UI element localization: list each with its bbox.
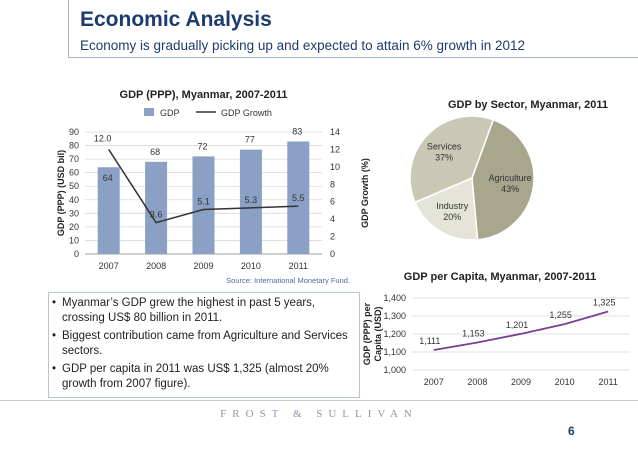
y-tick-label: 1,000 [383,365,406,375]
brand-logo-text: FROST & SULLIVAN [220,408,418,420]
bar-value-label: 77 [245,135,255,145]
page-number: 6 [568,424,575,438]
per-capita-value-label: 1,255 [549,310,572,320]
per-capita-line [433,310,609,351]
gdp-per-capita-chart: GDP per Capita, Myanmar, 2007-2011 1,000 1… [362,271,630,387]
per-capita-value-label: 1,201 [506,320,529,330]
bar-value-label: 68 [150,147,160,157]
y-tick-label: 20 [69,222,79,232]
header-rule-left [68,0,69,57]
legend-label-gdp: GDP [160,108,180,118]
summary-box [48,292,360,398]
y-tick-label: 10 [69,235,79,245]
y2-tick-label: 14 [330,127,340,137]
per-capita-value-label: 1,153 [462,328,485,338]
y-tick-label: 1,100 [383,347,406,357]
header-rule [68,57,638,58]
y2-tick-label: 12 [330,144,340,154]
growth-value-label: 5.5 [292,193,305,203]
y2-tick-label: 0 [330,249,335,259]
x-tick-label: 2007 [424,377,444,387]
x-tick-label: 2011 [289,261,308,271]
pie-slice-services [409,115,495,204]
bullet-item: GDP per capita in 2011 was US$ 1,325 (al… [52,362,352,392]
x-tick-label: 2008 [467,377,487,387]
growth-value-label: 5.1 [197,197,210,207]
page-title: Economic Analysis [80,8,272,31]
y-tick-label: 1,400 [383,293,406,303]
growth-value-label: 5.3 [245,195,258,205]
pie-slice-name: Services [427,142,462,152]
page-subtitle: Economy is gradually picking up and expe… [80,38,526,53]
x-tick-label: 2010 [241,261,261,271]
x-tick-label: 2009 [193,261,213,271]
y-axis-title-line: Capita (USD) [373,306,383,361]
bar-gdp [97,167,120,254]
bar-gdp [287,141,310,254]
pie-slice-name: Industry [436,201,469,211]
x-tick-label: 2011 [599,377,618,387]
y-tick-label: 60 [69,168,79,178]
bullet-item: Myanmar’s GDP grew the highest in past 5… [52,296,352,326]
legend-label-growth: GDP Growth [221,108,272,118]
chart-title: GDP by Sector, Myanmar, 2011 [448,99,608,111]
y-tick-label: 1,200 [383,329,406,339]
y2-tick-label: 8 [330,179,335,189]
per-capita-value-label: 1,325 [593,298,616,308]
bar-gdp [239,149,262,254]
y-axis-title: GDP (PPP) perCapita (USD) [362,302,383,365]
legend-swatch-gdp [144,108,154,116]
growth-value-label: 3.6 [150,210,163,220]
gdp-ppp-chart: GDP (PPP), Myanmar, 2007-2011 GDP GDP Grow… [56,89,370,285]
pie-slice-percent: 43% [501,184,519,194]
chart-title: GDP (PPP), Myanmar, 2007-2011 [120,89,288,101]
source-note: Source: International Monetary Fund. [226,276,350,285]
growth-value-label: 12.0 [94,133,112,143]
growth-line [108,149,299,224]
y-tick-label: 50 [69,181,79,191]
y-axis-title: GDP (PPP) (USD bil) [56,150,66,236]
pie-slice-percent: 37% [435,153,453,163]
y2-tick-label: 4 [330,214,335,224]
gdp-by-sector-chart: GDP by Sector, Myanmar, 2011 Agriculture4… [409,99,608,241]
bar-gdp [192,156,215,254]
y-axis-title-line: GDP (PPP) per [362,302,372,365]
y2-axis-title: GDP Growth (%) [360,158,370,228]
bar-value-label: 83 [292,126,302,136]
y-tick-label: 90 [69,127,79,137]
per-capita-value-label: 1,111 [419,336,440,346]
bullet-item: Biggest contribution came from Agricultu… [52,329,352,359]
y-tick-label: 40 [69,195,79,205]
y-tick-label: 1,300 [383,311,406,321]
pie-slice-industry [414,176,479,241]
x-tick-label: 2010 [555,377,575,387]
y-tick-label: 30 [69,208,79,218]
pie-slice-name: Agriculture [489,173,532,183]
x-tick-label: 2008 [146,261,166,271]
pie-slice-percent: 20% [443,212,461,222]
y-tick-label: 80 [69,141,79,151]
bar-gdp [145,161,168,254]
pie-slice-agriculture [471,118,535,241]
bar-value-label: 64 [103,173,113,183]
y2-tick-label: 6 [330,197,335,207]
y-tick-label: 70 [69,154,79,164]
x-tick-label: 2007 [99,261,119,271]
chart-title: GDP per Capita, Myanmar, 2007-2011 [404,271,596,283]
y-tick-label: 0 [74,249,79,259]
x-tick-label: 2009 [511,377,531,387]
y2-tick-label: 10 [330,162,340,172]
footer-rule [0,400,638,401]
summary-bullets: Myanmar’s GDP grew the highest in past 5… [52,296,352,395]
y2-tick-label: 2 [330,232,335,242]
bar-value-label: 72 [197,141,207,151]
